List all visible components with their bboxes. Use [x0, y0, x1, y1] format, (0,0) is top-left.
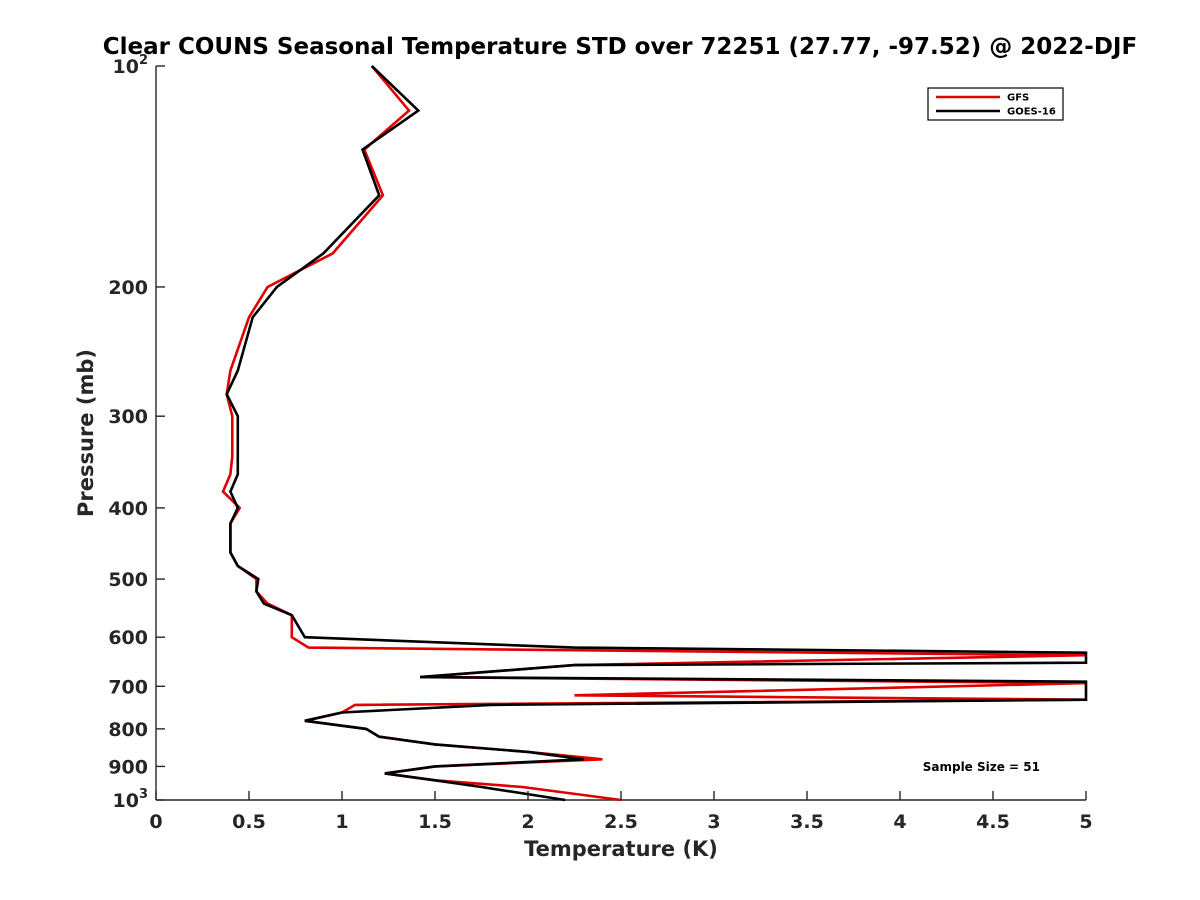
y-tick-label-base: 10 [113, 56, 139, 78]
y-tick-label-base: 600 [108, 627, 148, 649]
y-tick-label: 900 [108, 756, 148, 778]
x-tick-label: 3.5 [790, 811, 824, 833]
x-tick-label: 1.5 [418, 811, 452, 833]
chart-title: Clear COUNS Seasonal Temperature STD ove… [103, 34, 1137, 60]
series-line-goes-16 [225, 65, 1088, 802]
x-tick-label: 4.5 [976, 811, 1010, 833]
legend-label-goes-16: GOES-16 [1007, 107, 1056, 118]
x-tick-label: 3 [707, 811, 720, 833]
y-tick-label: 600 [108, 627, 148, 649]
series-layer [221, 65, 1088, 802]
y-tick-label-base: 200 [108, 277, 148, 299]
x-axis-ticks: 0 0.5 1 1.5 2 2.5 3 3.5 4 4.5 5 [149, 791, 1093, 833]
y-tick-label-base: 900 [108, 756, 148, 778]
y-axis-label: Pressure (mb) [74, 349, 98, 517]
x-tick-label: 2.5 [604, 811, 638, 833]
y-tick-label-exponent: 3 [139, 787, 148, 802]
y-tick-label: 300 [108, 406, 148, 428]
x-tick-label: 0 [149, 811, 162, 833]
plot-area: 0 0.5 1 1.5 2 2.5 3 3.5 4 4.5 5 102200300400500600… [108, 53, 1092, 833]
legend-box [927, 87, 1064, 121]
x-tick-label: 4 [893, 811, 906, 833]
y-tick-label: 200 [108, 277, 148, 299]
y-tick-label-base: 400 [108, 498, 148, 520]
y-tick-label: 400 [108, 498, 148, 520]
x-tick-label: 0.5 [232, 811, 266, 833]
x-tick-label: 1 [335, 811, 348, 833]
y-tick-label: 102 [113, 53, 149, 78]
y-tick-label-base: 10 [113, 790, 139, 812]
y-tick-label-base: 700 [108, 676, 148, 698]
legend: GFS GOES-16 [927, 87, 1064, 121]
x-axis-label: Temperature (K) [524, 837, 718, 861]
legend-label-gfs: GFS [1007, 93, 1029, 104]
y-tick-label-base: 300 [108, 406, 148, 428]
y-tick-label: 700 [108, 676, 148, 698]
x-tick-label: 2 [521, 811, 534, 833]
series-line-gfs [221, 65, 1087, 802]
x-tick-label: 5 [1079, 811, 1092, 833]
y-tick-label-exponent: 2 [139, 53, 148, 68]
y-tick-label: 800 [108, 719, 148, 741]
y-tick-label: 103 [113, 787, 149, 812]
sample-size-annotation: Sample Size = 51 [923, 760, 1040, 774]
y-tick-label-base: 500 [108, 569, 148, 591]
y-tick-label-base: 800 [108, 719, 148, 741]
y-tick-label: 500 [108, 569, 148, 591]
